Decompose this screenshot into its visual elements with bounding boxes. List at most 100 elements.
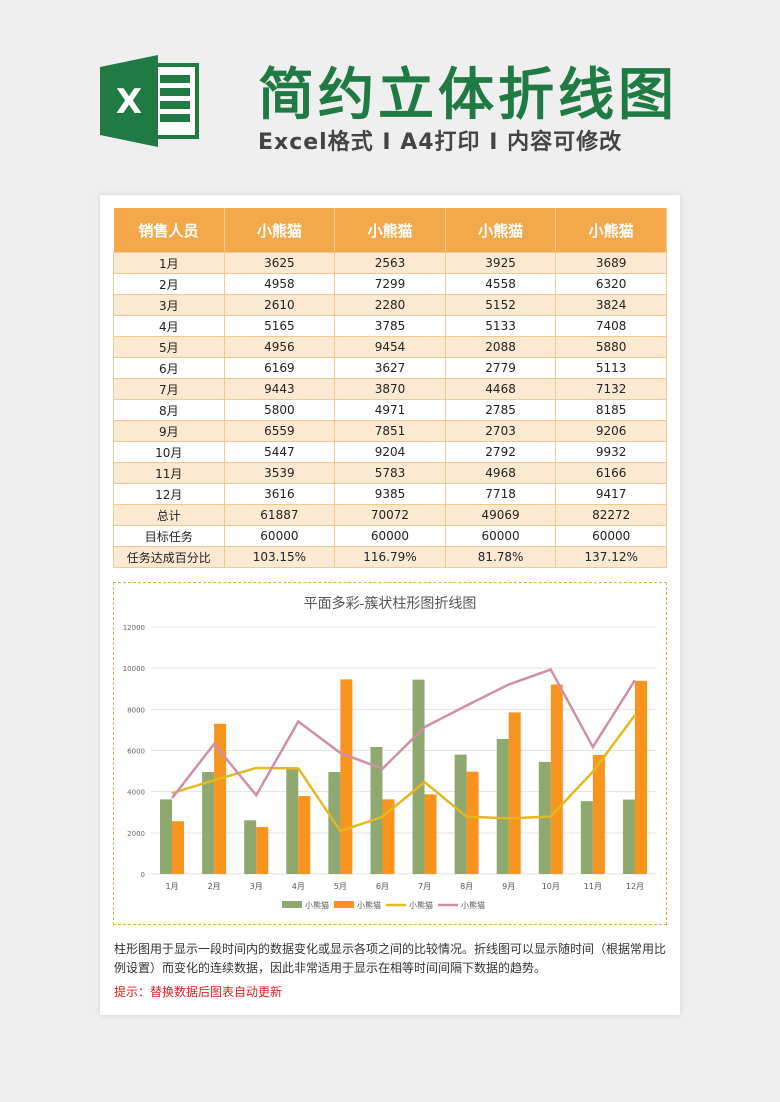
table-cell: 81.78% bbox=[444, 546, 557, 568]
table-cell: 103.15% bbox=[223, 546, 336, 568]
table-row: 11月 3539 5783 4968 6166 bbox=[113, 462, 667, 484]
x-tick-label: 7月 bbox=[418, 882, 431, 891]
table-cell: 82272 bbox=[555, 504, 667, 526]
table-cell: 3824 bbox=[555, 294, 667, 316]
column-header: 小熊猫 bbox=[555, 208, 667, 253]
y-tick-label: 2000 bbox=[127, 830, 145, 838]
table-cell: 49069 bbox=[444, 504, 557, 526]
y-tick-label: 0 bbox=[141, 871, 145, 879]
table-cell: 目标任务 bbox=[113, 525, 225, 547]
bar bbox=[466, 771, 479, 874]
table-cell: 7299 bbox=[334, 273, 446, 295]
table-cell: 60000 bbox=[334, 525, 446, 547]
sales-table: 销售人员 小熊猫 小熊猫 小熊猫 小熊猫 1月 3625 2563 3925 3689 2月 495… bbox=[113, 208, 667, 568]
table-cell: 4468 bbox=[444, 378, 557, 400]
table-cell: 60000 bbox=[444, 525, 557, 547]
table-row: 5月 4956 9454 2088 5880 bbox=[113, 336, 667, 358]
series-line bbox=[171, 668, 637, 799]
table-cell: 7132 bbox=[555, 378, 667, 400]
y-tick-label: 4000 bbox=[127, 789, 145, 797]
bar bbox=[172, 821, 185, 874]
table-cell: 5880 bbox=[555, 336, 667, 358]
table-cell: 5447 bbox=[223, 441, 336, 463]
chart-description: 柱形图用于显示一段时间内的数据变化或显示各项之间的比较情况。折线图可以显示随时间… bbox=[114, 942, 667, 975]
x-tick-label: 8月 bbox=[460, 882, 473, 891]
y-tick-label: 10000 bbox=[123, 665, 145, 673]
table-cell: 5113 bbox=[555, 357, 667, 379]
table-cell: 总计 bbox=[113, 504, 225, 526]
table-cell: 任务达成百分比 bbox=[113, 546, 225, 568]
table-cell: 8185 bbox=[555, 399, 667, 421]
hint-text: 提示：替换数据后图表自动更新 bbox=[114, 985, 283, 999]
bar bbox=[580, 801, 593, 874]
excel-logo-icon: X bbox=[100, 55, 199, 147]
x-tick-label: 12月 bbox=[626, 882, 644, 891]
table-cell: 1月 bbox=[113, 252, 225, 274]
table-cell: 3616 bbox=[223, 483, 336, 505]
table-row: 6月 6169 3627 2779 5113 bbox=[113, 357, 667, 379]
x-tick-label: 6月 bbox=[376, 882, 389, 891]
legend-label: 小熊猫 bbox=[357, 900, 381, 910]
table-cell: 9454 bbox=[334, 336, 446, 358]
column-header: 小熊猫 bbox=[334, 208, 446, 253]
column-header: 销售人员 bbox=[113, 208, 225, 253]
table-cell: 6169 bbox=[223, 357, 336, 379]
chart-title: 平面多彩-簇状柱形图折线图 bbox=[303, 596, 477, 612]
table-cell: 9月 bbox=[113, 420, 225, 442]
table-row: 总计 61887 70072 49069 82272 bbox=[113, 504, 667, 526]
table-cell: 2785 bbox=[444, 399, 557, 421]
table-cell: 10月 bbox=[113, 441, 225, 463]
bar bbox=[424, 794, 437, 874]
chart: 0 2000 4000 6000 8000 10000 12000 1月 2月 3月 4月 5月 6月 7… bbox=[123, 624, 656, 910]
table-row: 1月 3625 2563 3925 3689 bbox=[113, 252, 667, 274]
table-cell: 2563 bbox=[334, 252, 446, 274]
x-tick-label: 3月 bbox=[250, 882, 263, 891]
table-row: 10月 5447 9204 2792 9932 bbox=[113, 441, 667, 463]
table-cell: 6月 bbox=[113, 357, 225, 379]
x-tick-label: 9月 bbox=[502, 882, 515, 891]
table-row: 9月 6559 7851 2703 9206 bbox=[113, 420, 667, 442]
table-cell: 3627 bbox=[334, 357, 446, 379]
x-tick-label: 11月 bbox=[584, 882, 602, 891]
bar bbox=[412, 679, 425, 874]
table-row: 2月 4958 7299 4558 6320 bbox=[113, 273, 667, 295]
table-cell: 12月 bbox=[113, 483, 225, 505]
table-cell: 3925 bbox=[444, 252, 557, 274]
bar bbox=[634, 680, 647, 874]
table-cell: 8月 bbox=[113, 399, 225, 421]
column-header: 小熊猫 bbox=[224, 208, 336, 253]
table-cell: 2703 bbox=[444, 420, 557, 442]
table-cell: 4968 bbox=[444, 462, 557, 484]
table-cell: 116.79% bbox=[334, 546, 446, 568]
legend-swatch bbox=[282, 901, 302, 908]
table-cell: 61887 bbox=[223, 504, 336, 526]
table-cell: 9443 bbox=[223, 378, 336, 400]
table-cell: 7月 bbox=[113, 378, 225, 400]
bar bbox=[160, 799, 173, 874]
y-tick-label: 6000 bbox=[127, 748, 145, 756]
page-title: 简约立体折线图 bbox=[258, 63, 678, 128]
table-cell: 4971 bbox=[334, 399, 446, 421]
table-cell: 5月 bbox=[113, 336, 225, 358]
table-cell: 4958 bbox=[223, 273, 336, 295]
bar bbox=[298, 796, 311, 874]
table-cell: 70072 bbox=[334, 504, 446, 526]
table-cell: 9932 bbox=[555, 441, 667, 463]
x-tick-label: 4月 bbox=[292, 882, 305, 891]
table-cell: 9385 bbox=[334, 483, 446, 505]
table-cell: 11月 bbox=[113, 462, 225, 484]
x-tick-label: 5月 bbox=[334, 882, 347, 891]
column-header: 小熊猫 bbox=[445, 208, 557, 253]
table-cell: 5783 bbox=[334, 462, 446, 484]
table-cell: 3870 bbox=[334, 378, 446, 400]
x-tick-label: 1月 bbox=[165, 882, 178, 891]
bar bbox=[214, 723, 227, 874]
table-cell: 2280 bbox=[334, 294, 446, 316]
y-tick-label: 8000 bbox=[127, 706, 145, 714]
legend-label: 小熊猫 bbox=[461, 900, 485, 910]
chart-container: 平面多彩-簇状柱形图折线图 0 2000 4000 6000 8000 10000 1200… bbox=[113, 582, 667, 925]
table-cell: 60000 bbox=[555, 525, 667, 547]
bar bbox=[508, 712, 521, 874]
legend-swatch bbox=[334, 901, 354, 908]
table-row: 4月 5165 3785 5133 7408 bbox=[113, 315, 667, 337]
